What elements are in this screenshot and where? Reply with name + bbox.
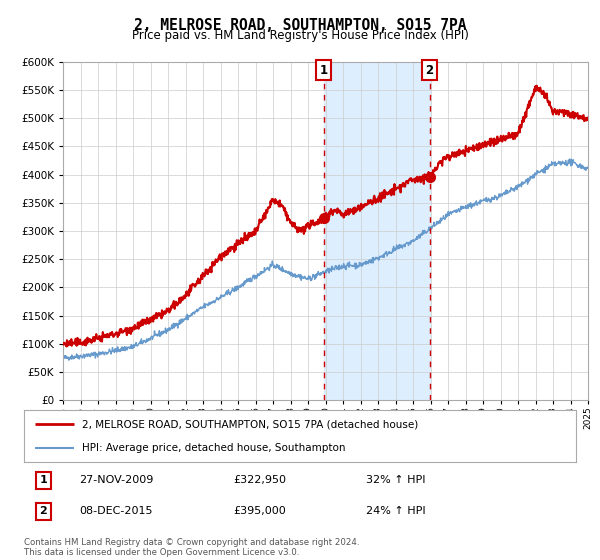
Text: 1: 1	[320, 64, 328, 77]
Bar	[324, 62, 430, 400]
Text: 24% ↑ HPI: 24% ↑ HPI	[366, 506, 426, 516]
Text: Price paid vs. HM Land Registry's House Price Index (HPI): Price paid vs. HM Land Registry's House …	[131, 29, 469, 42]
Text: 2: 2	[40, 506, 47, 516]
Text: 08-DEC-2015: 08-DEC-2015	[79, 506, 152, 516]
Text: 2, MELROSE ROAD, SOUTHAMPTON, SO15 7PA (detached house): 2, MELROSE ROAD, SOUTHAMPTON, SO15 7PA (…	[82, 419, 418, 430]
Text: 32% ↑ HPI: 32% ↑ HPI	[366, 475, 426, 486]
Text: £395,000: £395,000	[234, 506, 287, 516]
Text: 2, MELROSE ROAD, SOUTHAMPTON, SO15 7PA: 2, MELROSE ROAD, SOUTHAMPTON, SO15 7PA	[134, 18, 466, 33]
Text: £322,950: £322,950	[234, 475, 287, 486]
Text: 27-NOV-2009: 27-NOV-2009	[79, 475, 154, 486]
Text: 1: 1	[40, 475, 47, 486]
Text: HPI: Average price, detached house, Southampton: HPI: Average price, detached house, Sout…	[82, 443, 346, 453]
Text: Contains HM Land Registry data © Crown copyright and database right 2024.
This d: Contains HM Land Registry data © Crown c…	[24, 538, 359, 557]
Text: 2: 2	[425, 64, 434, 77]
